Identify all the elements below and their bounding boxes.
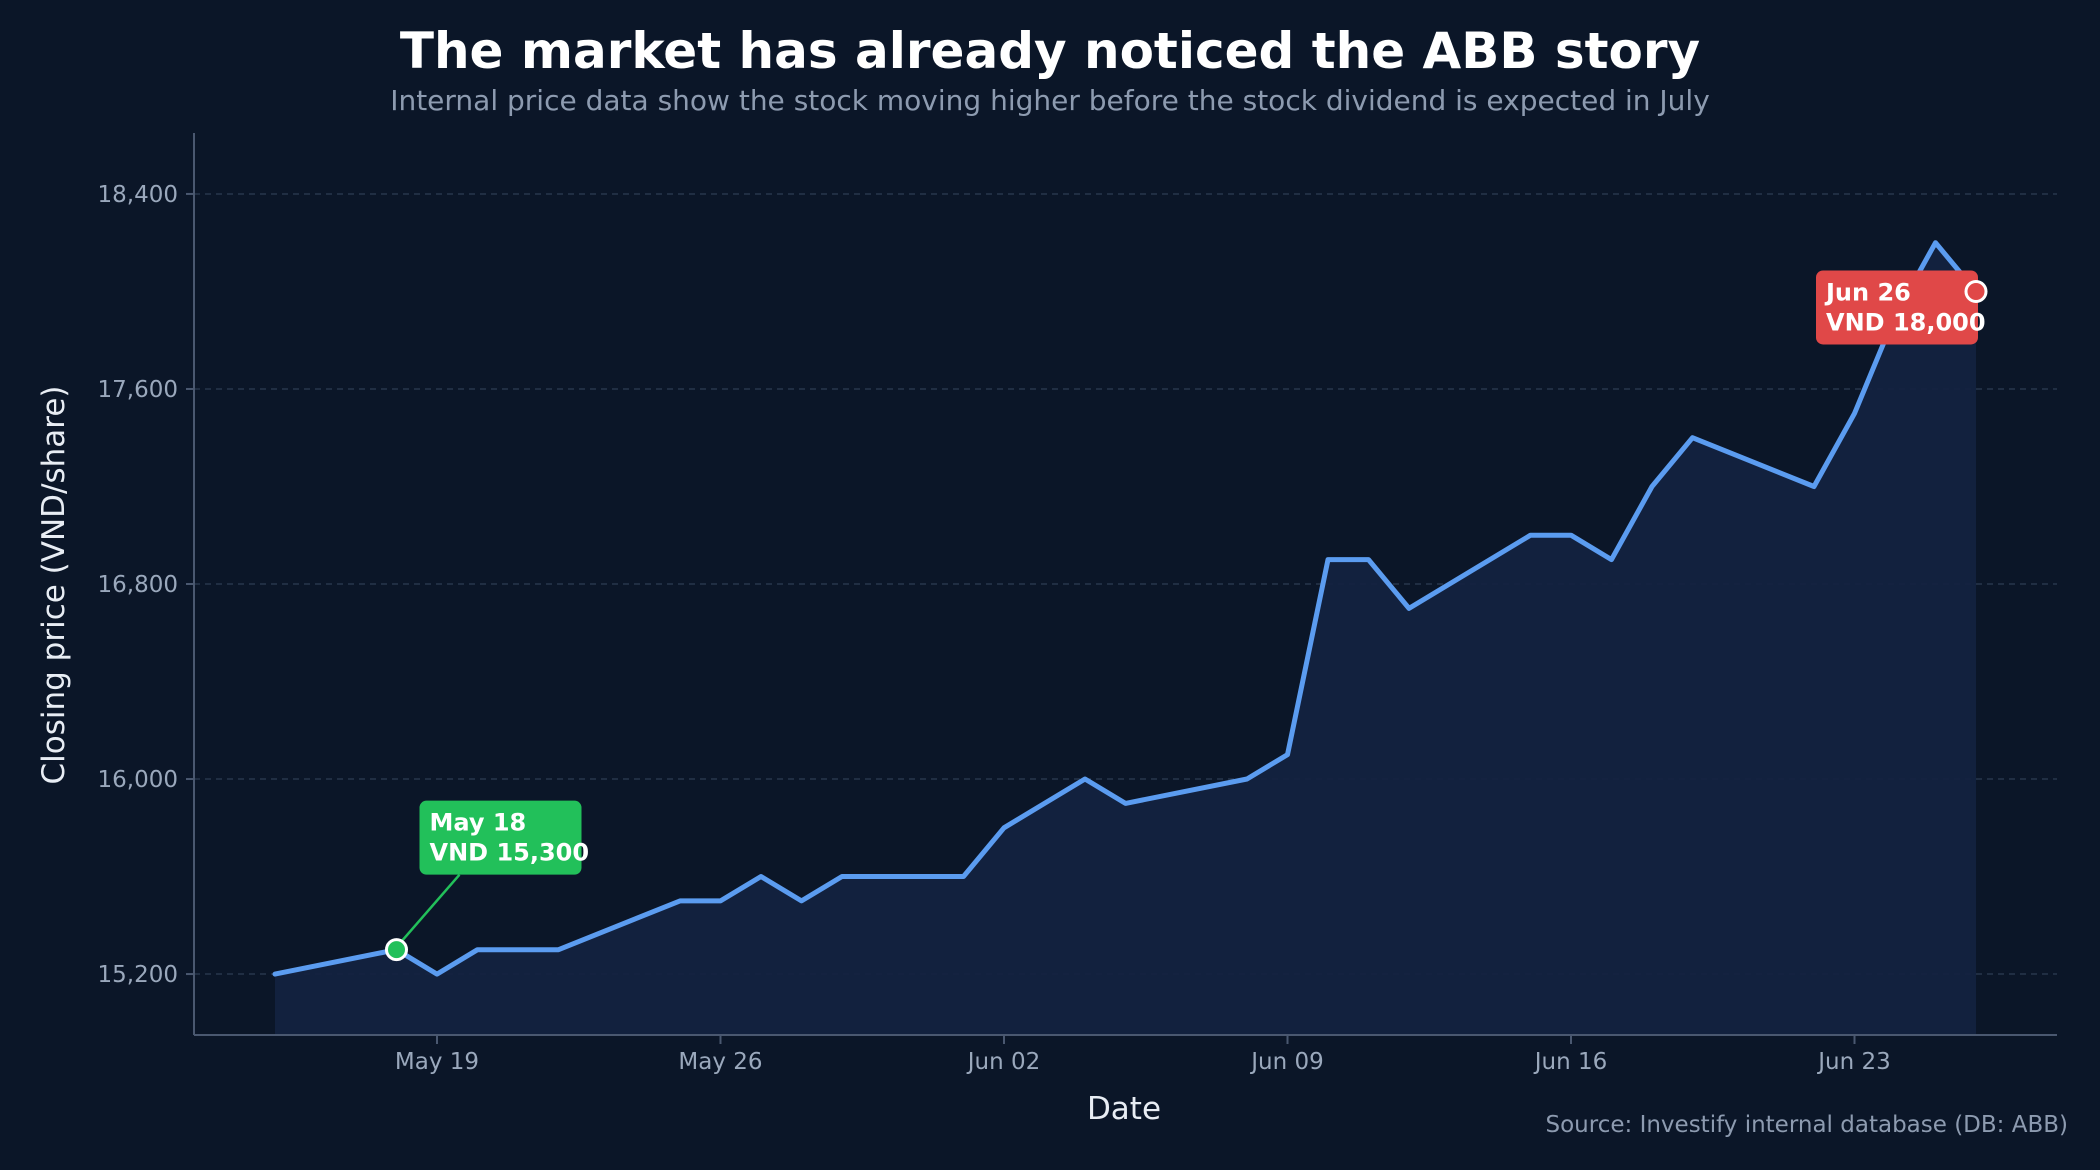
chart-subtitle: Internal price data show the stock movin… <box>390 84 1710 117</box>
y-tick-label: 16,000 <box>98 767 178 793</box>
y-tick-label: 15,200 <box>98 962 178 988</box>
x-tick-label: Jun 09 <box>1249 1049 1324 1075</box>
axes <box>186 133 2057 1044</box>
x-tick-label: Jun 23 <box>1816 1049 1891 1075</box>
callout-leader-line <box>398 873 461 945</box>
data-point-marker <box>385 938 408 962</box>
callout-price: VND 18,000 <box>1826 308 1986 336</box>
x-tick-label: May 26 <box>678 1049 762 1075</box>
y-tick-label: 16,800 <box>98 572 178 598</box>
source-note: Source: Investify internal database (DB:… <box>1545 1112 2068 1138</box>
x-axis-title: Date <box>1087 1091 1161 1127</box>
callout-box <box>419 800 582 875</box>
y-tick-label: 18,400 <box>98 182 178 208</box>
data-point-marker <box>1964 279 1988 303</box>
callout-price: VND 15,300 <box>430 839 590 867</box>
chart-title: The market has already noticed the ABB s… <box>399 22 1701 80</box>
x-tick-label: May 19 <box>395 1049 479 1075</box>
callout-date: May 18 <box>430 809 527 837</box>
y-axis-title: Closing price (VND/share) <box>36 385 72 784</box>
y-tick-label: 17,600 <box>98 377 178 403</box>
callout-box <box>1816 270 1978 345</box>
price-line <box>272 240 1979 977</box>
callout-date: Jun 26 <box>1824 278 1911 306</box>
x-tick-label: Jun 16 <box>1533 1049 1608 1075</box>
tick-labels: 15,200 16,000 16,800 17,600 18,400 May 19 May … <box>98 182 1891 1075</box>
price-area-fill <box>275 242 1976 1035</box>
x-tick-label: Jun 02 <box>966 1049 1041 1075</box>
